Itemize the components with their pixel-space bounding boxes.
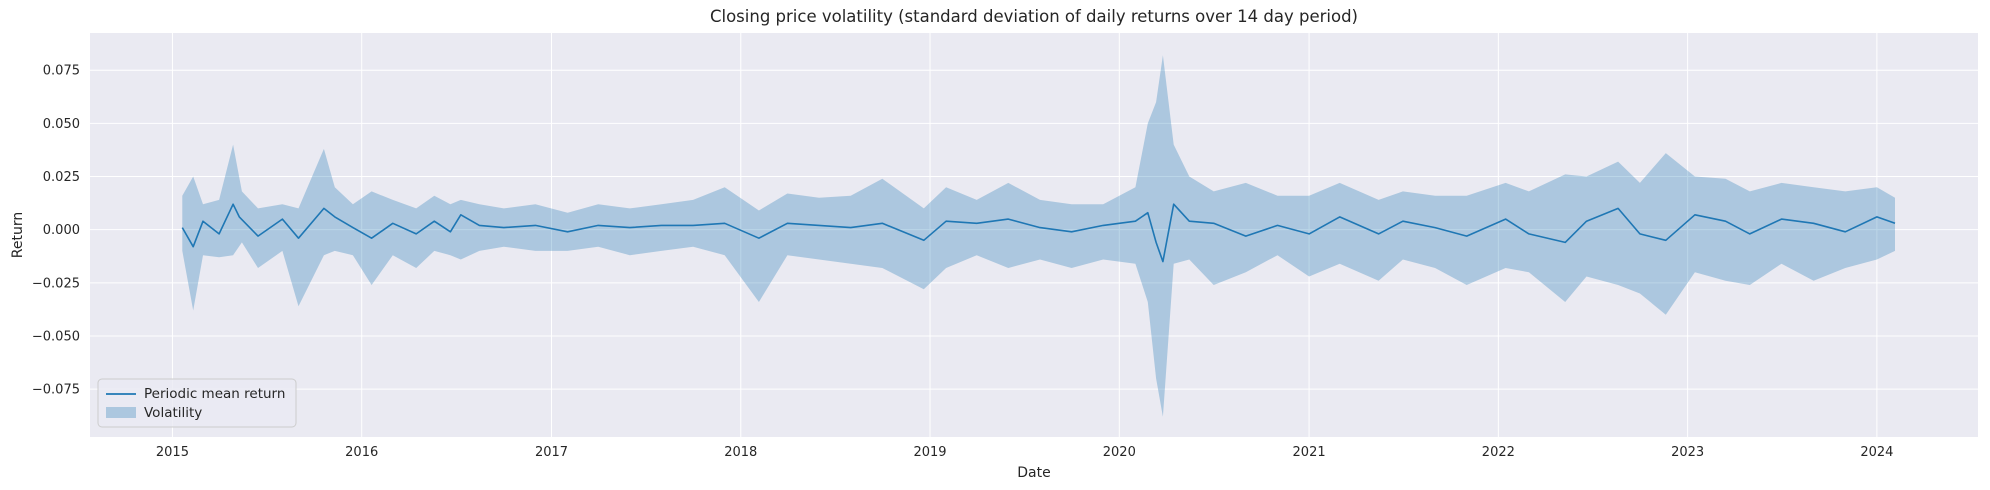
x-axis-label: Date xyxy=(1017,465,1050,481)
y-tick-label: 0.075 xyxy=(43,64,80,79)
y-tick-label: 0.025 xyxy=(43,170,80,185)
y-axis-ticks: 0.075 0.050 0.025 0.000 −0.025 −0.050 −0.075 xyxy=(32,64,80,398)
x-tick-label: 2019 xyxy=(913,445,946,460)
legend-label-volatility: Volatility xyxy=(144,405,202,421)
x-tick-label: 2018 xyxy=(724,445,757,460)
chart-title: Closing price volatility (standard devia… xyxy=(710,7,1358,26)
y-tick-label: 0.000 xyxy=(43,223,80,238)
x-tick-label: 2015 xyxy=(156,445,189,460)
legend-swatch-patch xyxy=(106,407,136,418)
x-tick-label: 2017 xyxy=(535,445,568,460)
x-tick-label: 2016 xyxy=(345,445,378,460)
x-tick-label: 2022 xyxy=(1482,445,1515,460)
legend-label-mean-return: Periodic mean return xyxy=(144,386,285,402)
y-axis-label: Return xyxy=(10,212,26,258)
mean-return-line-layer xyxy=(181,203,1896,263)
x-tick-label: 2024 xyxy=(1860,445,1893,460)
plot-area xyxy=(90,33,1978,437)
y-tick-label: −0.025 xyxy=(32,276,80,291)
x-axis-ticks: 2015 2016 2017 2018 2019 2020 2021 2022 2023 2024 xyxy=(156,445,1894,460)
volatility-band-layer xyxy=(182,55,1895,417)
y-tick-label: −0.050 xyxy=(32,330,80,345)
y-tick-label: −0.075 xyxy=(32,383,80,398)
x-tick-label: 2023 xyxy=(1671,445,1704,460)
mean-return-line xyxy=(181,203,1896,263)
legend-box xyxy=(97,378,297,428)
x-tick-label: 2021 xyxy=(1293,445,1326,460)
legend: Periodic mean return Volatility xyxy=(97,378,297,428)
x-tick-label: 2020 xyxy=(1103,445,1136,460)
volatility-band xyxy=(182,55,1895,417)
y-tick-label: 0.050 xyxy=(43,117,80,132)
grid-lines xyxy=(90,33,1978,437)
